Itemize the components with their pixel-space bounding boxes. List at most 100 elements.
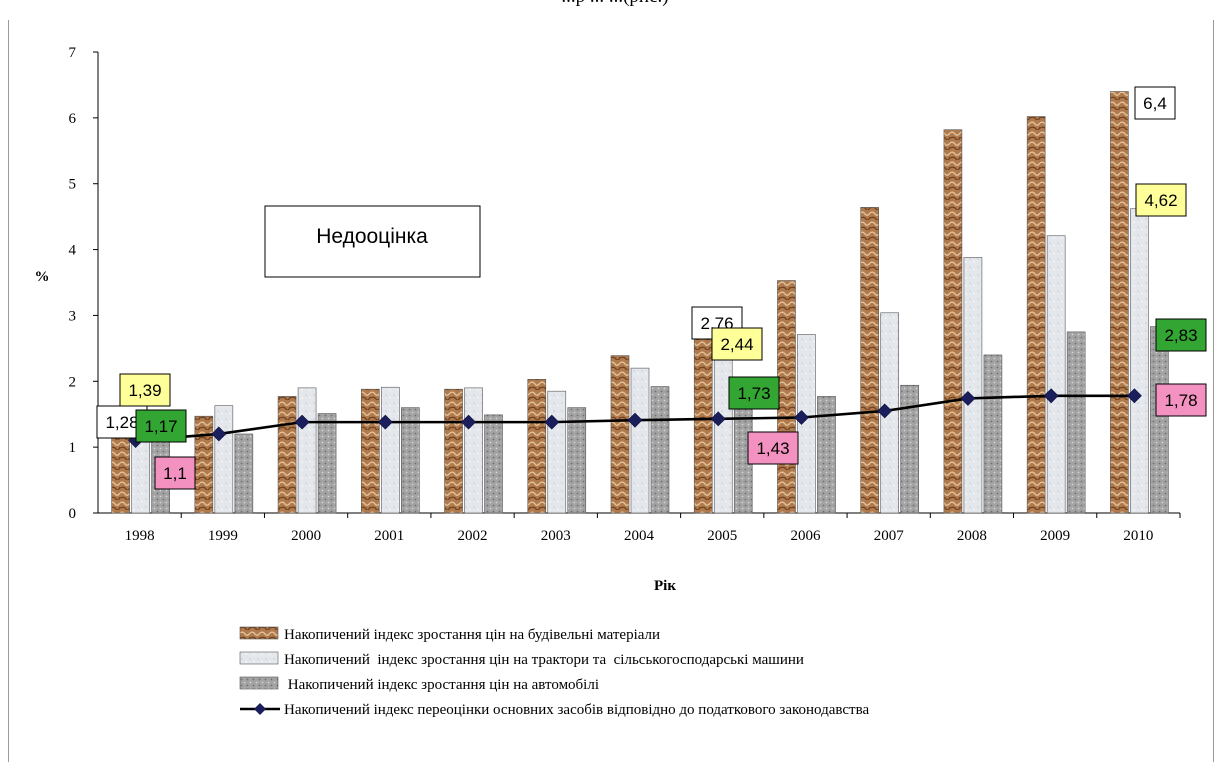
bar-series2-2002 <box>464 387 483 514</box>
x-tick-label: 2006 <box>790 528 821 544</box>
y-axis-title: % <box>35 269 50 285</box>
legend-label: Накопичений індекс зростання цін на авто… <box>284 677 599 693</box>
x-tick-label: 2008 <box>957 528 987 544</box>
data-label-text: 4,62 <box>1144 191 1177 210</box>
bar-series1-2002 <box>444 388 463 514</box>
x-tick-label: 2010 <box>1123 528 1153 544</box>
data-label-text: 1,39 <box>128 381 161 400</box>
data-label-1-0: 1,39 <box>119 373 171 407</box>
data-label-box <box>747 431 799 465</box>
annotation-box: Недооцінка <box>264 205 481 278</box>
data-label-box <box>1155 383 1207 417</box>
bar-series1-2007 <box>860 207 879 514</box>
page-caption: ...р ... ...(рис.) <box>0 0 1230 8</box>
line-point-2005 <box>710 411 726 427</box>
legend-item-1: Накопичений індекс зростання цін на буді… <box>239 626 660 643</box>
data-label-3-0: 1,1 <box>154 456 196 490</box>
bar-series3-2010 <box>1150 326 1169 514</box>
bar-series1-2010 <box>1110 91 1129 514</box>
line-point-2008 <box>960 390 976 406</box>
bar-series2-2006 <box>797 334 816 514</box>
bar-series3-1999 <box>234 433 254 514</box>
bar-series2-2005 <box>713 352 733 514</box>
data-label-text: 2,83 <box>1164 326 1197 345</box>
bar-series1-1999 <box>194 415 214 514</box>
line-point-2004 <box>627 412 643 428</box>
bar-series3-2007 <box>900 384 919 514</box>
bar-series3-2003 <box>567 407 587 514</box>
bar-series1-2009 <box>1026 116 1046 514</box>
x-tick-label: 2004 <box>624 528 655 544</box>
data-label-box <box>1155 318 1207 352</box>
y-tick-label: 2 <box>69 374 77 390</box>
data-label-box <box>1134 86 1176 120</box>
legend-marker <box>254 703 266 715</box>
bar-series1-2008 <box>943 129 963 514</box>
x-tick-label: 2000 <box>291 528 321 544</box>
bar-series3-2002 <box>484 414 503 514</box>
bar-series2-2010 <box>1130 208 1149 514</box>
x-tick-label: 2007 <box>874 528 905 544</box>
x-tick-label: 1999 <box>208 528 238 544</box>
data-label-text: 1,28 <box>105 413 138 432</box>
x-tick-label: 2005 <box>707 528 737 544</box>
y-tick-label: 4 <box>69 243 77 259</box>
line-point-2007 <box>877 403 893 419</box>
data-label-box <box>119 373 171 407</box>
bar-series1-2000 <box>277 396 297 514</box>
bar-series2-2004 <box>630 367 650 514</box>
data-label-3-12: 1,78 <box>1155 383 1207 417</box>
legend-label: Накопичений індекс переоцінки основних з… <box>284 702 869 718</box>
legend-label: Накопичений індекс зростання цін на трак… <box>284 652 804 668</box>
bar-series1-2006 <box>777 280 796 514</box>
legend-swatch <box>239 676 279 690</box>
legend-item-2: Накопичений індекс зростання цін на трак… <box>239 651 804 668</box>
data-label-box <box>728 376 780 410</box>
line-point-2003 <box>544 414 560 430</box>
bar-series1-2005 <box>693 330 713 514</box>
line-point-2009 <box>1043 388 1059 404</box>
data-label-text: 1,43 <box>756 439 789 458</box>
x-tick-label: 2003 <box>541 528 571 544</box>
x-tick-label: 1998 <box>125 528 155 544</box>
line-point-2002 <box>461 414 476 430</box>
bar-series2-2009 <box>1046 235 1066 514</box>
line-point-2000 <box>294 414 310 430</box>
bar-series2-2001 <box>381 386 400 514</box>
y-tick-label: 3 <box>69 308 77 324</box>
data-label-2-0: 1,17 <box>135 409 187 443</box>
data-label-text: 2,44 <box>720 335 753 354</box>
data-label-text: 6,4 <box>1143 94 1167 113</box>
bar-series2-1999 <box>214 405 234 514</box>
bar-series3-2008 <box>983 354 1003 514</box>
data-label-text: 1,17 <box>144 417 177 436</box>
bar-series2-2008 <box>963 257 983 514</box>
line-point-2006 <box>794 410 809 425</box>
data-labels-layer: 1,281,391,171,12,762,441,731,436,44,622,… <box>96 86 1207 490</box>
line-point-2001 <box>377 414 393 430</box>
data-label-1-12: 4,62 <box>1135 183 1187 217</box>
legend-label: Накопичений індекс зростання цін на буді… <box>284 627 660 643</box>
legend-swatch <box>239 651 279 665</box>
data-label-0-12: 6,4 <box>1134 86 1176 120</box>
line-point-2010 <box>1126 388 1142 404</box>
data-label-box <box>154 456 196 490</box>
y-tick-label: 1 <box>69 440 77 456</box>
y-tick-label: 5 <box>69 177 77 193</box>
legend-swatch <box>239 626 279 640</box>
bar-series1-2003 <box>527 379 547 514</box>
legend-item-4: Накопичений індекс переоцінки основних з… <box>240 702 869 718</box>
data-label-text: 1,1 <box>163 464 187 483</box>
bar-series3-2001 <box>401 407 420 514</box>
bar-series3-2006 <box>817 396 836 514</box>
data-label-2-12: 2,83 <box>1155 318 1207 352</box>
bar-series3-2000 <box>317 413 337 514</box>
y-tick-label: 0 <box>69 506 77 522</box>
data-label-2-7: 1,73 <box>728 376 780 410</box>
bar-series2-2003 <box>547 390 567 514</box>
data-label-1-7: 2,44 <box>711 327 763 361</box>
x-tick-label: 2009 <box>1040 528 1070 544</box>
x-ticks: 1998 1999 2000 2001 2002 2003 2004 2005 2006 2007… <box>125 513 1181 544</box>
bar-series1-1998 <box>111 428 130 514</box>
